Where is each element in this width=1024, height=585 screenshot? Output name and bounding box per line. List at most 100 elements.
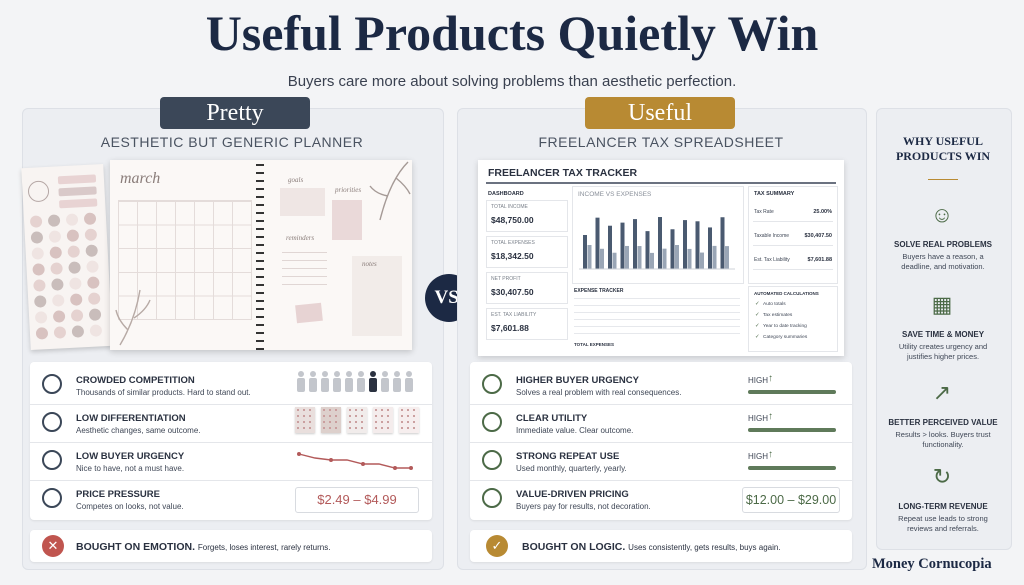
useful-heading: FREELANCER TAX SPREADSHEET [538, 134, 784, 150]
why-item-title: SOLVE REAL PROBLEMS [894, 240, 992, 249]
person-head [298, 371, 304, 377]
planner-month: march [120, 170, 161, 187]
why-item-text: Utility creates urgency and justifies hi… [898, 342, 988, 362]
dash-card: EST. TAX LIABILITY $7,601.88 [486, 308, 568, 340]
pretty-footer-line: BOUGHT ON EMOTION. Forgets, loses intere… [76, 541, 330, 553]
sticky-note [295, 302, 323, 324]
why-icon: ↻ [932, 464, 952, 489]
useful-footer-line: BOUGHT ON LOGIC. Uses consistently, gets… [522, 541, 781, 553]
dash-value: $7,601.88 [491, 323, 529, 333]
row-separator [470, 480, 852, 481]
decor-bar [583, 235, 587, 269]
useful-rows [470, 362, 852, 520]
row-title: STRONG REPEAT USE [516, 451, 620, 462]
why-item-text: Repeat use leads to strong reviews and r… [898, 514, 988, 534]
decor-bar [675, 245, 679, 269]
sticker-dot [53, 326, 66, 339]
automated: AUTOMATED CALCULATIONS ✓ Auto totals ✓ Tax … [748, 286, 838, 352]
row-text: Buyers pay for results, not decoration. [516, 502, 651, 511]
person-body [345, 378, 353, 392]
chart-box: INCOME VS EXPENSES [572, 186, 744, 284]
person-head [358, 371, 364, 377]
useful-badge: Useful [585, 97, 735, 129]
level-bar [748, 466, 836, 470]
decor-bar [720, 217, 725, 269]
sticker-dot [48, 230, 61, 243]
tax-sep [753, 269, 833, 270]
note-block [352, 256, 402, 336]
person-body [369, 378, 377, 392]
footer-title: BOUGHT ON EMOTION. [76, 541, 195, 553]
row-text: Nice to have, not a must have. [76, 464, 185, 473]
row-title: PRICE PRESSURE [76, 489, 160, 500]
dash-label: TOTAL INCOME [491, 204, 528, 210]
expense-tracker: EXPENSE TRACKER TOTAL EXPENSES [572, 286, 742, 350]
person-body [381, 378, 389, 392]
decor-bar [670, 229, 675, 269]
dash-card: TOTAL INCOME $48,750.00 [486, 200, 568, 232]
tax-sep [753, 245, 833, 246]
why-item-title: LONG-TERM REVENUE [898, 502, 988, 511]
pattern-tile [373, 407, 393, 433]
sticker-dot [70, 293, 83, 306]
decor-bar [637, 246, 642, 269]
person-body [357, 378, 365, 392]
decor-bar [700, 252, 704, 269]
pattern-tile [321, 407, 341, 433]
level-bar [748, 428, 836, 432]
why-panel [876, 108, 1012, 550]
person-body [321, 378, 329, 392]
level-arrow: ↑ [768, 411, 773, 422]
expense-title: EXPENSE TRACKER [574, 288, 624, 294]
why-item-text: Buyers have a reason, a deadline, and mo… [901, 252, 985, 272]
declining-line [297, 452, 413, 470]
row-icon [482, 450, 502, 470]
decor-bar [695, 221, 700, 269]
row-text: Aesthetic changes, same outcome. [76, 426, 201, 435]
row-title: LOW BUYER URGENCY [76, 451, 185, 462]
row-title: VALUE-DRIVEN PRICING [516, 489, 629, 500]
row-separator [30, 442, 432, 443]
sticker-dot [32, 263, 45, 276]
row-text: Competes on looks, not value. [76, 502, 184, 511]
dash-value: $18,342.50 [491, 251, 534, 261]
person-head [310, 371, 316, 377]
mini-chart-decor [579, 217, 735, 270]
row-icon [42, 412, 62, 432]
sticker-dot [34, 295, 47, 308]
stickers [28, 174, 102, 340]
decor-bar [658, 217, 662, 269]
sticker-dot [87, 276, 100, 289]
planner-section: priorities [335, 186, 362, 194]
tax-value: $30,407.50 [804, 233, 832, 239]
row-icon [42, 488, 62, 508]
dot [329, 458, 333, 462]
level-arrow: ↑ [768, 373, 773, 384]
tax-label: Taxable Income [754, 233, 790, 239]
sticker-dot [84, 228, 97, 241]
sticker-dot [35, 311, 48, 324]
row-title: HIGHER BUYER URGENCY [516, 375, 639, 386]
sticker-dot [49, 246, 62, 259]
sheet-rule [486, 182, 836, 184]
why-rule [928, 179, 958, 180]
auto-check: ✓ [755, 323, 760, 329]
tax-label: Tax Rate [754, 209, 774, 215]
why-icon: ↗ [932, 380, 952, 405]
sticker-dot [88, 292, 101, 305]
why-icon: ☺ [930, 202, 954, 227]
dashboard-title: DASHBOARD [488, 191, 524, 197]
pattern-tile [399, 407, 419, 433]
row-text: Used monthly, quarterly, yearly. [516, 464, 627, 473]
sticker-dot [51, 278, 64, 291]
decor-bar [708, 227, 712, 269]
sticker-dot [89, 308, 102, 321]
footer-text: Forgets, loses interest, rarely returns. [197, 543, 331, 552]
row-title: CLEAR UTILITY [516, 413, 588, 424]
trend [298, 453, 411, 469]
expense-total: TOTAL EXPENSES [574, 342, 615, 347]
note-block [332, 200, 362, 240]
floral-stem [115, 289, 151, 346]
level-bar [748, 390, 836, 394]
subtitle: Buyers care more about solving problems … [287, 73, 737, 90]
